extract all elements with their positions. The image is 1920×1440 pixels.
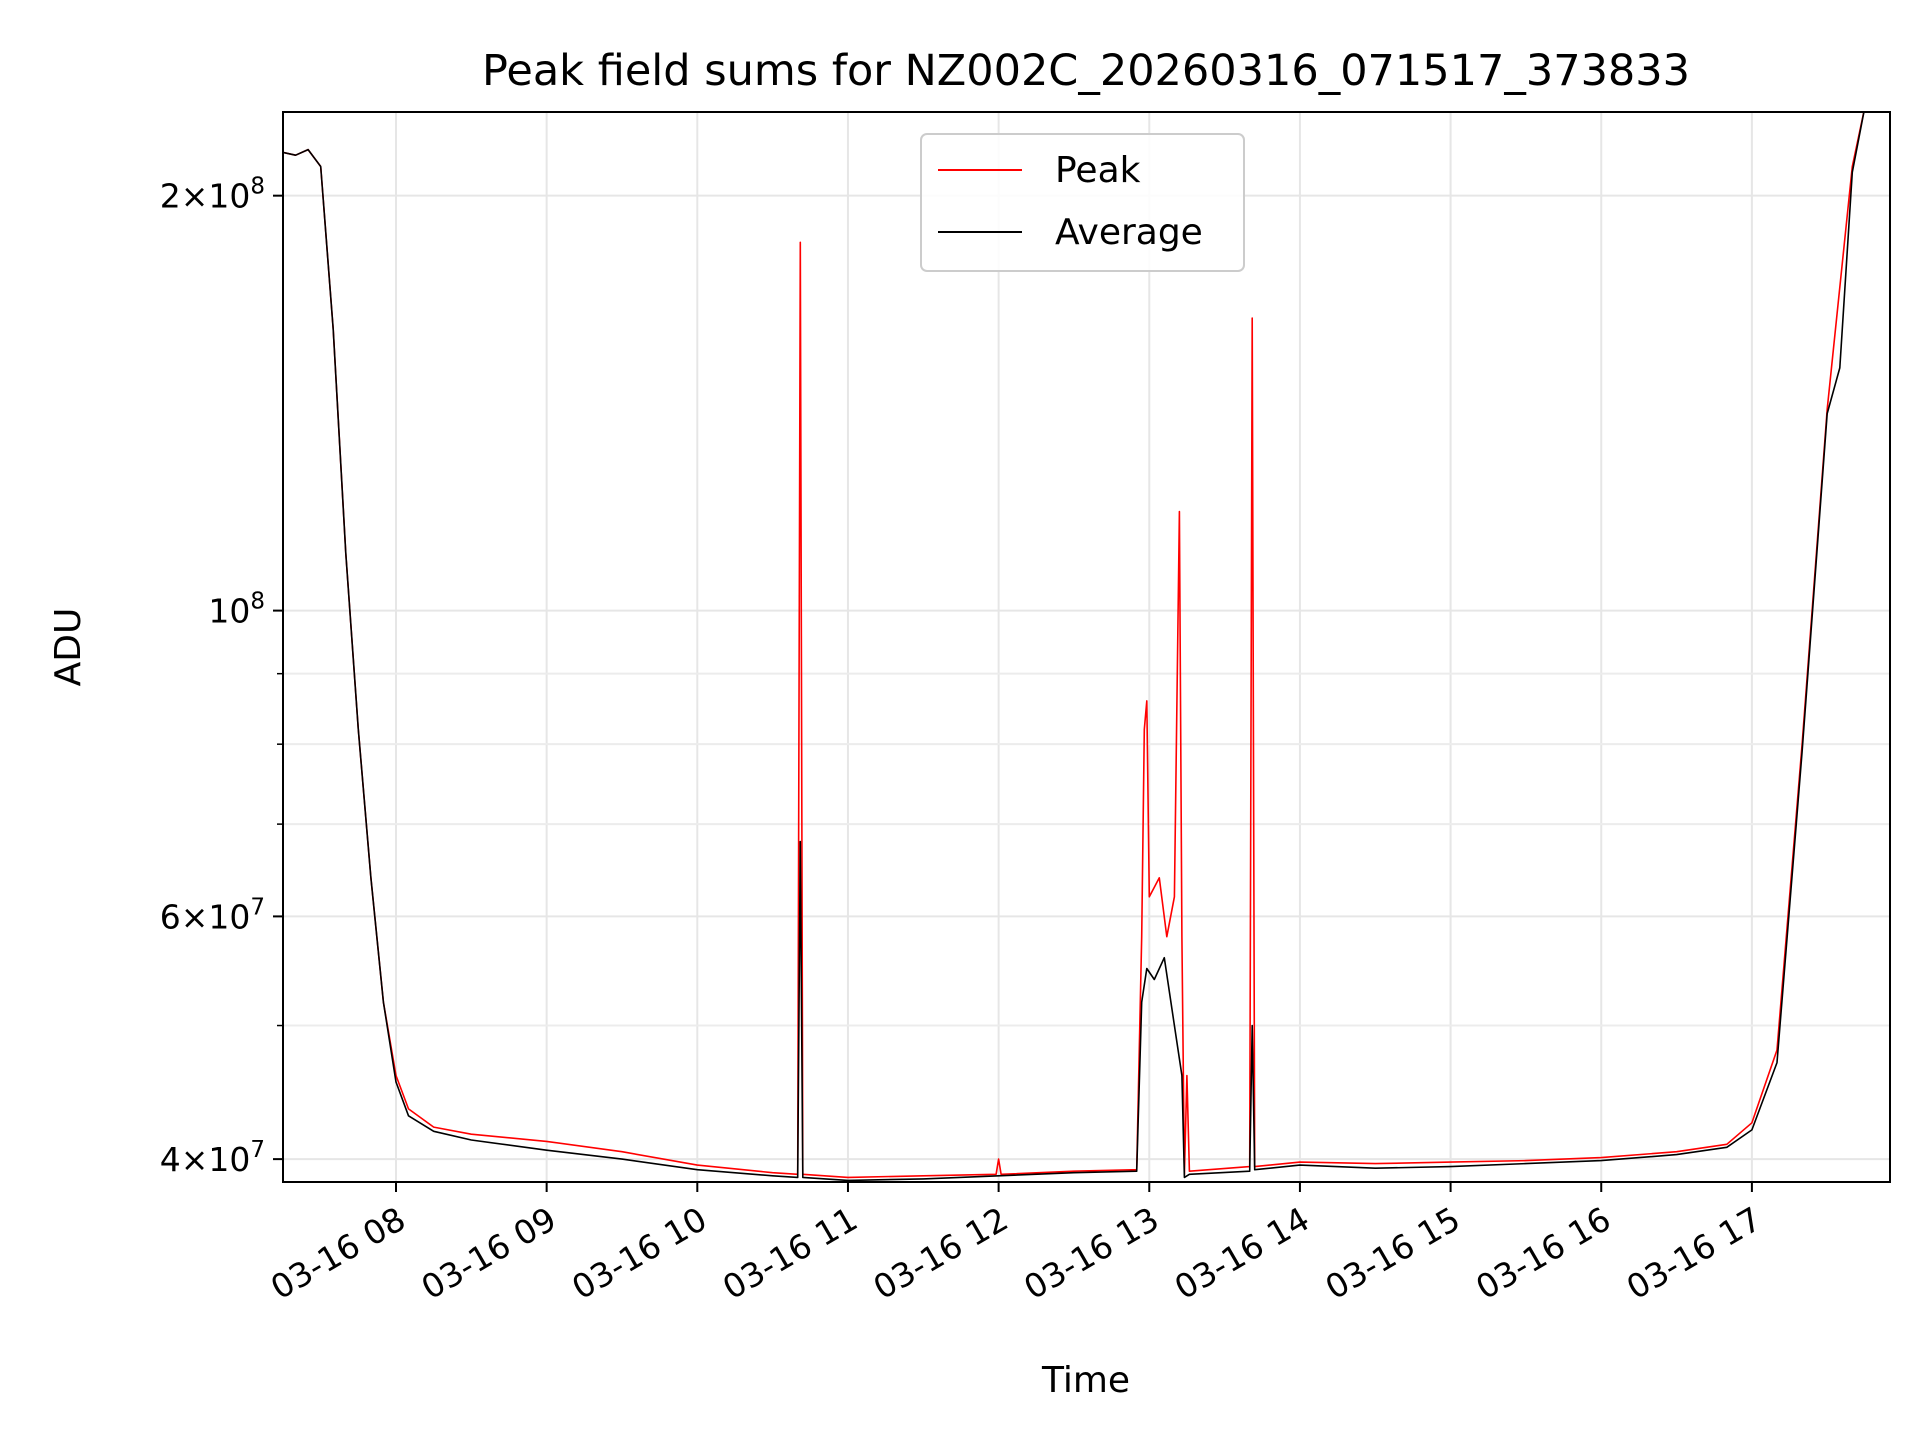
y-axis-label: ADU bbox=[48, 608, 89, 687]
series-line-peak bbox=[283, 112, 1865, 1179]
legend-label-peak: Peak bbox=[1055, 150, 1141, 191]
series-layer bbox=[283, 112, 1865, 1182]
plot-frame bbox=[282, 111, 1891, 1183]
x-axis-label: Time bbox=[1041, 1360, 1130, 1401]
legend-box bbox=[920, 133, 1245, 272]
chart-title: Peak field sums for NZ002C_20260316_0715… bbox=[482, 46, 1690, 96]
y-tick-label: 4×107 bbox=[160, 1137, 265, 1179]
legend-label-average: Average bbox=[1055, 212, 1203, 253]
y-tick-label: 6×107 bbox=[160, 894, 265, 936]
series-line-average bbox=[283, 112, 1865, 1182]
legend: Peak Average bbox=[920, 133, 1245, 272]
y-tick-label: 2×108 bbox=[160, 174, 265, 216]
